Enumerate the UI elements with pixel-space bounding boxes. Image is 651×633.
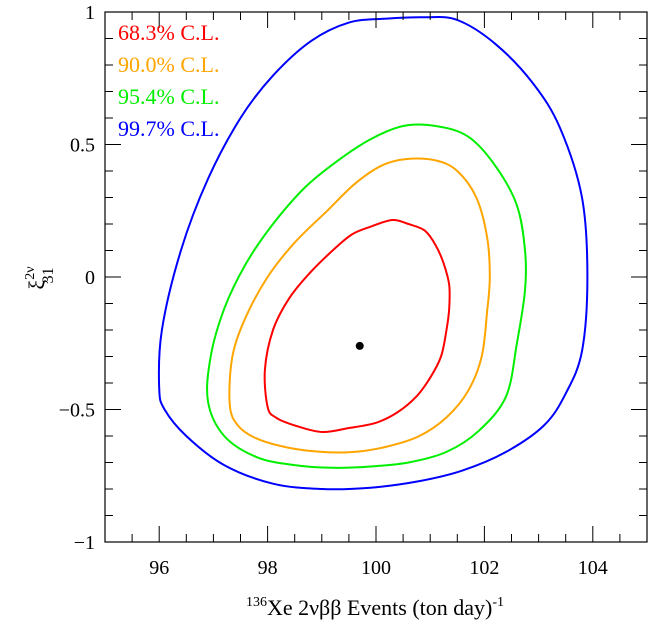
contour-line <box>157 16 589 491</box>
x-tick-label: 104 <box>578 557 608 579</box>
legend: 68.3% C.L. 90.0% C.L. 95.4% C.L. 99.7% C.L. <box>118 20 219 141</box>
x-tick-label: 102 <box>469 557 499 579</box>
y-tick-label: 1 <box>85 2 95 24</box>
y-tick-label: 0.5 <box>70 135 95 157</box>
legend-entry: 95.4% C.L. <box>118 84 219 109</box>
y-tick-label: −0.5 <box>59 400 95 422</box>
y-tick-label: 0 <box>85 267 95 289</box>
y-axis-label: ξ2ν 31 <box>23 266 57 289</box>
x-axis-label: 136Xe 2νββ Events (ton day)-1 <box>246 595 504 620</box>
best-fit-point <box>355 341 364 350</box>
legend-entry: 99.7% C.L. <box>118 116 219 141</box>
x-tick-label: 100 <box>361 557 391 579</box>
contour-line <box>228 157 491 454</box>
x-tick-label: 96 <box>149 557 169 579</box>
contour-lines <box>157 16 589 491</box>
legend-entry: 90.0% C.L. <box>118 52 219 77</box>
y-tick-label: −1 <box>74 532 95 554</box>
legend-entry: 68.3% C.L. <box>118 20 219 45</box>
contour-line <box>263 218 451 434</box>
axis-ticks: 96 98 100 102 104 −1 −0.5 0 0.5 1 <box>59 2 648 579</box>
x-tick-label: 98 <box>258 557 278 579</box>
contour-line <box>206 123 528 469</box>
